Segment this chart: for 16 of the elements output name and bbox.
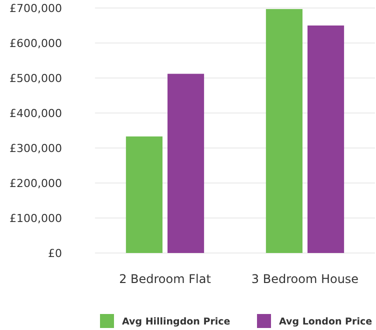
y-tick-label: £0 xyxy=(48,246,62,260)
x-tick-label: 2 Bedroom Flat xyxy=(119,272,212,286)
legend-label: Avg Hillingdon Price xyxy=(122,316,230,328)
bar xyxy=(168,74,204,253)
y-tick-label: £500,000 xyxy=(10,72,62,85)
legend-label: Avg London Price xyxy=(279,316,372,328)
y-tick-label: £100,000 xyxy=(10,212,62,225)
y-tick-label: £600,000 xyxy=(10,36,62,50)
y-tick-label: £200,000 xyxy=(10,176,62,190)
bar xyxy=(266,9,302,253)
x-tick-label: 3 Bedroom House xyxy=(251,272,359,286)
bar xyxy=(308,26,344,253)
y-tick-label: £300,000 xyxy=(10,142,62,155)
bar xyxy=(126,136,162,253)
y-tick-label: £400,000 xyxy=(10,106,62,120)
y-tick-label: £700,000 xyxy=(10,2,62,15)
